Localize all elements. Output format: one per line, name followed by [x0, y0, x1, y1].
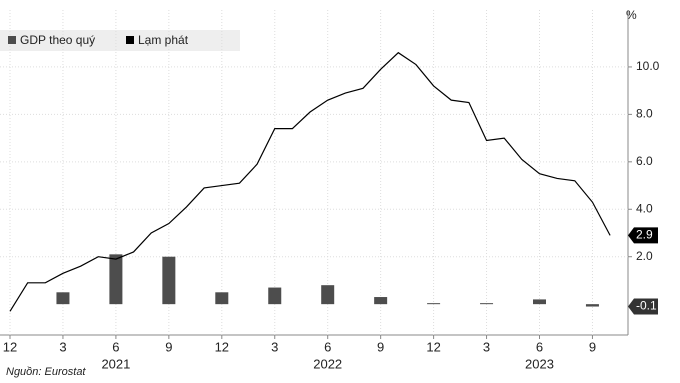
legend-swatch	[8, 36, 16, 44]
bar	[427, 303, 441, 305]
bar	[56, 292, 70, 305]
x-tick-label: 9	[165, 339, 172, 354]
bar	[321, 285, 335, 305]
end-label-box	[628, 298, 658, 315]
x-tick-label: 3	[271, 339, 278, 354]
year-label: 2023	[525, 356, 554, 371]
bar	[109, 254, 123, 305]
end-label: 2.9	[636, 228, 653, 242]
legend-swatch	[126, 36, 134, 44]
y-tick-label: 2.0	[636, 249, 653, 263]
year-label: 2022	[313, 356, 342, 371]
legend-background	[0, 30, 240, 51]
end-label: -0.1	[636, 299, 657, 313]
source: Nguồn: Eurostat	[6, 366, 86, 378]
bar	[480, 303, 494, 305]
y-tick-label: 4.0	[636, 201, 653, 215]
end-label-box	[628, 227, 658, 244]
year-label: 2021	[101, 356, 130, 371]
x-tick-label: 3	[483, 339, 490, 354]
x-tick-label: 3	[59, 339, 66, 354]
y-tick-label: 8.0	[636, 107, 653, 121]
unit-label: %	[626, 8, 637, 22]
line	[9, 51, 611, 312]
bar	[268, 287, 282, 305]
x-tick-label: 12	[215, 339, 229, 354]
x-tick-label: 9	[589, 339, 596, 354]
x-tick-label: 6	[112, 339, 119, 354]
legend-label: GDP theo quý	[20, 33, 95, 47]
bar	[215, 292, 229, 305]
y-tick-label: 6.0	[636, 154, 653, 168]
x-tick-label: 12	[3, 339, 17, 354]
x-tick-label: 6	[536, 339, 543, 354]
bar	[585, 304, 599, 307]
bar	[162, 256, 176, 305]
x-tick-label: 9	[377, 339, 384, 354]
legend-label: Lạm phát	[138, 33, 189, 47]
bar	[533, 299, 546, 305]
x-tick-label: 6	[324, 339, 331, 354]
x-tick-label: 12	[426, 339, 440, 354]
y-tick-label: 10.0	[636, 59, 660, 73]
bar	[374, 297, 388, 305]
